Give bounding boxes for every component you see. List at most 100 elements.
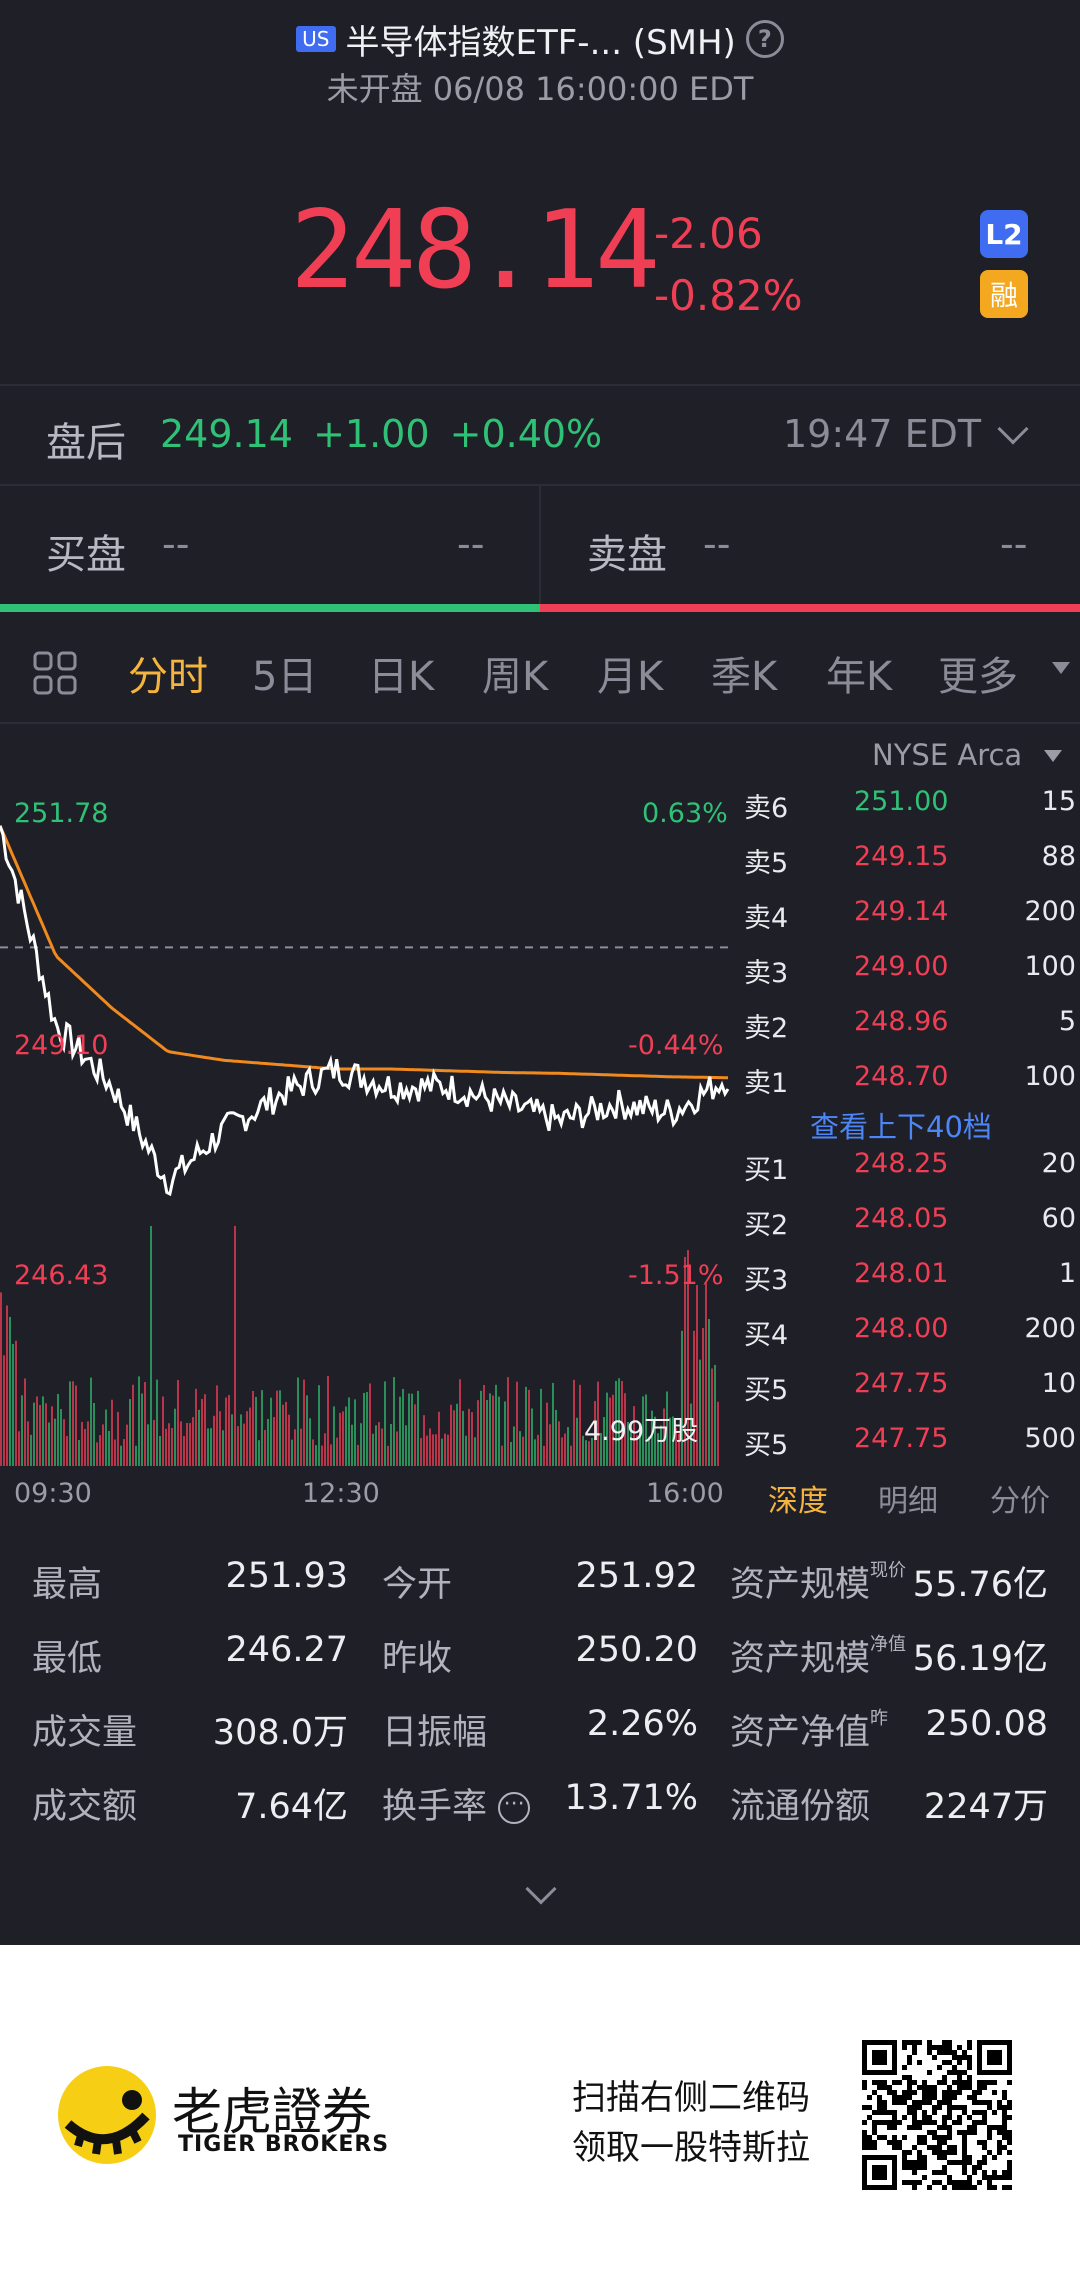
grid-menu-icon[interactable] [32, 650, 78, 696]
volume-bar [105, 1409, 107, 1466]
tab-5day[interactable]: 5日 [252, 654, 318, 700]
qr-module [962, 2150, 967, 2155]
qr-module [927, 2040, 932, 2045]
qr-module [1007, 2140, 1012, 2145]
after-hours-row[interactable]: 盘后 249.14 +1.00 +0.40% 19:47 EDT [0, 386, 1080, 484]
qr-module [992, 2185, 997, 2190]
order-price: 249.00 [854, 951, 949, 982]
volume-bar [255, 1396, 257, 1466]
qr-module [932, 2055, 937, 2060]
qr-module [997, 2125, 1002, 2130]
volume-bar [168, 1423, 170, 1466]
volume-bar [378, 1422, 380, 1466]
qr-module [927, 2085, 932, 2090]
more-dropdown-icon[interactable] [1052, 662, 1070, 674]
qr-module [902, 2150, 907, 2155]
volume-bar [81, 1421, 83, 1466]
tab-intraday[interactable]: 分时 [128, 654, 208, 700]
volume-bar [90, 1377, 92, 1466]
aum-nav-superscript: 净值 [870, 1634, 907, 1655]
help-icon[interactable]: ? [745, 20, 784, 58]
qr-module [907, 2165, 912, 2170]
qr-module [892, 2090, 897, 2095]
volume-bar [189, 1423, 191, 1466]
info-dots-icon[interactable]: ··· [498, 1792, 531, 1824]
tab-quarterly-k[interactable]: 季K [711, 654, 778, 700]
volume-bar [411, 1393, 413, 1466]
qr-module [872, 2140, 877, 2145]
tab-daily-k[interactable]: 日K [368, 654, 435, 700]
volume-bar [429, 1428, 431, 1466]
qr-module [882, 2135, 887, 2140]
level2-badge[interactable]: L2 [980, 210, 1028, 258]
order-qty: 5 [1058, 1006, 1076, 1037]
order-book-row: 卖5 249.15 88 [744, 841, 1076, 881]
qr-module [862, 2135, 867, 2140]
tab-weekly-k[interactable]: 周K [482, 654, 549, 700]
qr-module [947, 2130, 952, 2135]
chevron-down-icon[interactable] [997, 413, 1029, 445]
volume-bar [33, 1402, 35, 1466]
tab-monthly-k[interactable]: 月K [597, 654, 664, 700]
tab-yearly-k[interactable]: 年K [826, 654, 893, 700]
qr-module [892, 2145, 897, 2150]
volume-bar [513, 1426, 515, 1466]
intraday-chart[interactable] [0, 770, 730, 1470]
volume-bar [591, 1437, 593, 1466]
volume-bar [0, 1292, 2, 1466]
view-40-levels-link[interactable]: 查看上下40档 [810, 1110, 992, 1144]
volume-bar [300, 1428, 302, 1466]
qr-module [962, 2170, 967, 2175]
order-book-row: 买5 247.75 10 [744, 1368, 1076, 1408]
qr-module [967, 2040, 972, 2045]
qr-module [957, 2185, 962, 2190]
volume-bar [342, 1411, 344, 1466]
bid-label: 买盘 [46, 532, 126, 578]
qr-module [957, 2080, 962, 2085]
qr-module [937, 2135, 942, 2140]
qr-module [947, 2160, 952, 2165]
exchange-dropdown-icon[interactable] [1044, 750, 1062, 762]
volume-bar [327, 1376, 329, 1466]
exchange-selector[interactable]: NYSE Arca [872, 738, 1023, 772]
margin-badge[interactable]: 融 [980, 270, 1028, 318]
tab-more[interactable]: 更多 [938, 654, 1018, 700]
volume-bar [696, 1285, 698, 1466]
volume-bar [348, 1397, 350, 1466]
time-label-close: 16:00 [646, 1478, 724, 1509]
stock-title[interactable]: 半导体指数ETF-... (SMH) [345, 22, 736, 63]
qr-module [982, 2100, 987, 2105]
order-qty: 15 [1041, 786, 1076, 817]
qr-module [917, 2165, 922, 2170]
volume-bar [123, 1439, 125, 1466]
qr-module [977, 2160, 982, 2165]
volume-bar [609, 1397, 611, 1466]
axis-pct-low: -1.51% [628, 1260, 724, 1291]
order-side-label: 卖2 [744, 1013, 789, 1044]
qr-module [992, 2125, 997, 2130]
divider [539, 484, 541, 604]
qr-module [912, 2170, 917, 2175]
qr-module [882, 2085, 887, 2090]
qr-module [932, 2180, 937, 2185]
qr-module [957, 2160, 962, 2165]
volume-bar [180, 1421, 182, 1466]
volume-bar [99, 1435, 101, 1466]
stat-float: 2247万 [923, 1787, 1048, 1827]
qr-module [967, 2085, 972, 2090]
qr-module [887, 2120, 892, 2125]
volume-bar [438, 1411, 440, 1466]
tab-depth[interactable]: 深度 [768, 1484, 828, 1519]
qr-module [947, 2145, 952, 2150]
qr-module [942, 2135, 947, 2140]
qr-module [897, 2100, 902, 2105]
qr-module [992, 2110, 997, 2115]
stat-low-label: 最低 [32, 1639, 103, 1679]
volume-bar [183, 1435, 185, 1466]
qr-module [952, 2160, 957, 2165]
qr-module [877, 2110, 882, 2115]
tab-price-distribution[interactable]: 分价 [990, 1484, 1050, 1519]
volume-bar [636, 1435, 638, 1466]
tab-details[interactable]: 明细 [878, 1484, 938, 1519]
qr-module [892, 2110, 897, 2115]
